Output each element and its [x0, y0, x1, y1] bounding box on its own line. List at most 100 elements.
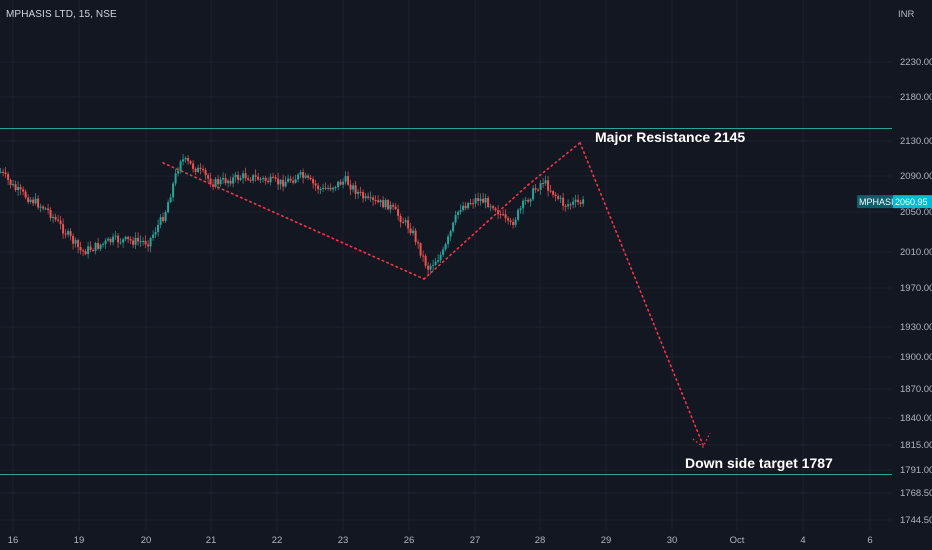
- candle-down: [19, 187, 22, 190]
- candle-up: [452, 222, 455, 232]
- candle-down: [349, 184, 352, 190]
- candle-up: [449, 231, 452, 237]
- candle-up: [169, 197, 172, 203]
- candle-up: [164, 212, 167, 222]
- y-tick-label: 1815.00: [900, 440, 932, 451]
- candle-down: [482, 198, 485, 203]
- candle-down: [204, 170, 207, 176]
- candle-down: [372, 197, 375, 200]
- candle-up: [404, 220, 407, 223]
- x-tick-label: 27: [470, 535, 481, 546]
- price-tag-symbol-bg: [857, 195, 893, 209]
- candle-up: [232, 177, 235, 184]
- candle-up: [242, 173, 245, 179]
- candle-up: [142, 240, 145, 242]
- candle-down: [307, 175, 310, 178]
- candle-down: [409, 228, 412, 234]
- candle-up: [479, 198, 482, 201]
- candle-down: [302, 172, 305, 178]
- candle-down: [89, 246, 92, 251]
- candle-down: [207, 175, 210, 179]
- candle-down: [562, 197, 565, 206]
- candle-down: [399, 215, 402, 223]
- candle-down: [354, 185, 357, 194]
- horizontal-levels[interactable]: [0, 128, 892, 475]
- candle-down: [79, 247, 82, 251]
- y-tick-label: 1768.50: [900, 488, 932, 499]
- x-tick-label: Oct: [730, 535, 745, 546]
- candle-down: [244, 173, 247, 179]
- candle-down: [329, 187, 332, 190]
- y-tick-label: 2090.00: [900, 171, 932, 182]
- candle-up: [87, 246, 90, 255]
- candle-up: [39, 206, 42, 208]
- candle-down: [422, 255, 425, 257]
- x-tick-label: 16: [8, 535, 19, 546]
- candle-up: [44, 208, 47, 210]
- candle-up: [514, 219, 517, 225]
- candle-up: [489, 206, 492, 208]
- x-tick-label: 29: [601, 535, 612, 546]
- y-tick-label: 1900.00: [900, 352, 932, 363]
- candle-down: [59, 220, 62, 225]
- candle-up: [269, 176, 272, 183]
- candle-down: [292, 180, 295, 183]
- candle-up: [442, 249, 445, 255]
- candle-down: [42, 206, 45, 209]
- candle-up: [214, 179, 217, 187]
- candle-down: [162, 216, 165, 222]
- candle-up: [52, 216, 55, 218]
- candle-up: [484, 198, 487, 203]
- candle-down: [367, 196, 370, 198]
- candle-up: [119, 242, 122, 244]
- candle-up: [529, 199, 532, 202]
- y-tick-label: 2130.00: [900, 136, 932, 147]
- candle-up: [252, 175, 255, 181]
- candle-down: [464, 205, 467, 209]
- y-tick-label: 1870.00: [900, 384, 932, 395]
- candle-down: [499, 214, 502, 216]
- candle-up: [379, 200, 382, 203]
- candle-up: [239, 178, 242, 180]
- candle-down: [209, 178, 212, 185]
- candle-down: [47, 208, 50, 211]
- candle-up: [99, 244, 102, 249]
- candle-down: [144, 240, 147, 245]
- currency-label: INR: [898, 9, 915, 20]
- candle-down: [564, 205, 567, 207]
- candle-up: [389, 204, 392, 210]
- candle-down: [547, 180, 550, 191]
- candle-down: [237, 174, 240, 180]
- candle-up: [184, 158, 187, 160]
- candle-down: [424, 255, 427, 266]
- candle-up: [344, 176, 347, 182]
- candle-up: [364, 196, 367, 199]
- candle-down: [347, 176, 350, 185]
- candle-down: [397, 209, 400, 216]
- candle-down: [554, 194, 557, 197]
- candle-down: [552, 191, 555, 195]
- candle-up: [122, 239, 125, 243]
- price-axis[interactable]: 2230.00 2180.00 2130.00 2090.00 2050.00 2010.…: [900, 57, 932, 526]
- candle-up: [432, 264, 435, 266]
- candle-up: [134, 237, 137, 245]
- candle-up: [197, 167, 200, 172]
- symbol-title: MPHASIS LTD, 15, NSE: [6, 9, 117, 20]
- candle-up: [262, 177, 265, 179]
- time-axis[interactable]: 16 19 20 21 22 23 26 27 28 29 30 Oct 4 6: [8, 535, 873, 546]
- pattern-segment-0: [162, 162, 425, 280]
- candle-down: [247, 178, 250, 180]
- pattern-dotted-line[interactable]: [162, 141, 711, 449]
- candle-up: [384, 200, 387, 208]
- candle-up: [574, 199, 577, 202]
- candle-up: [114, 235, 117, 237]
- candle-down: [324, 187, 327, 189]
- candle-down: [394, 206, 397, 210]
- x-tick-label: 4: [800, 535, 805, 546]
- candle-up: [357, 191, 360, 194]
- candle-down: [272, 176, 275, 178]
- y-tick-label: 2180.00: [900, 92, 932, 103]
- candle-down: [224, 177, 227, 184]
- candle-down: [57, 219, 60, 221]
